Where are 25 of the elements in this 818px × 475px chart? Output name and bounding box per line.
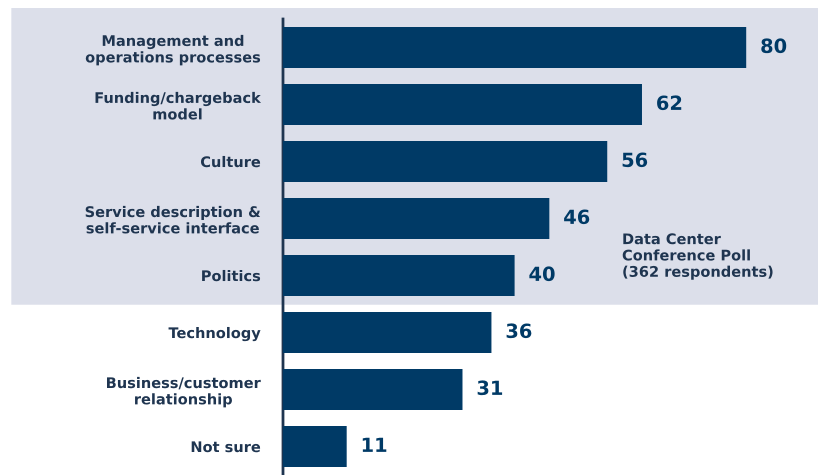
bar [283,368,462,410]
bar [283,254,515,296]
y-tick-label: Technology [168,326,261,342]
data-label: 36 [506,323,532,338]
y-tick-label: Culture [200,156,260,168]
y-tick-label: Politics [202,270,260,282]
data-label: 56 [622,152,648,168]
y-tick-label: Service description & self-service interface [86,206,260,234]
y-tick-label: Business/customer relationship [107,376,261,408]
bar [283,140,608,182]
data-label: 31 [478,380,502,396]
data-label: 40 [529,266,555,282]
y-tick-label: Funding/chargeback model [96,92,262,120]
data-label: 11 [362,438,386,452]
data-label: 62 [657,95,682,110]
y-tick-label: Management and operations processes [86,34,260,66]
y-tick-label: Not sure [192,441,260,452]
data-label: 80 [761,38,786,54]
bar [283,312,492,354]
bar [283,84,642,126]
data-label: 46 [564,209,590,224]
annotation: Data Center Conference Poll (362 respondents) [622,233,773,280]
bar [283,26,746,68]
bar [283,426,347,468]
bar [283,198,550,240]
